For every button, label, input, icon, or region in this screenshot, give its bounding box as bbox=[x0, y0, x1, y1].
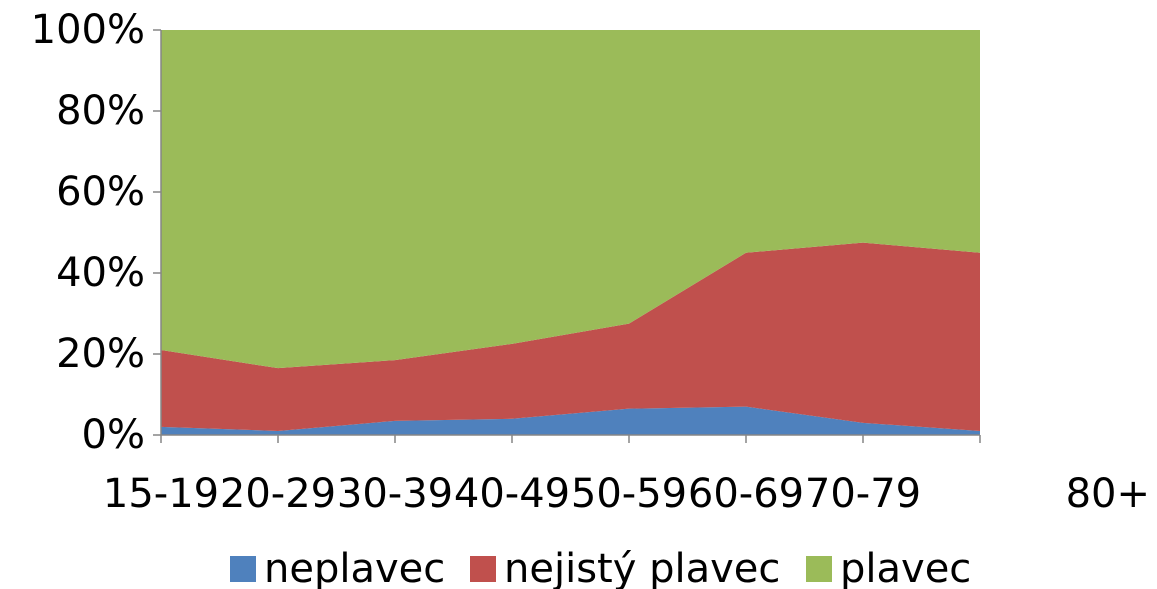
x-tick-label: 20-29 bbox=[220, 471, 336, 517]
x-tick-label: 70-79 bbox=[805, 471, 921, 517]
legend-swatch bbox=[470, 556, 496, 582]
legend-item: neplavec bbox=[230, 546, 445, 589]
axis-lines bbox=[153, 29, 981, 443]
y-tick-label: 40% bbox=[56, 250, 145, 296]
legend-label: nejistý plavec bbox=[504, 546, 780, 589]
legend-label: plavec bbox=[840, 546, 971, 589]
series-areas bbox=[161, 30, 980, 435]
area-series-0 bbox=[161, 406, 980, 435]
y-tick-label: 0% bbox=[82, 412, 145, 458]
area-series-2 bbox=[161, 30, 980, 369]
x-tick-label: 40-49 bbox=[454, 471, 570, 517]
x-tick-label: 80+ bbox=[1066, 471, 1150, 517]
x-tick-label: 15-19 bbox=[103, 471, 219, 517]
y-tick-label: 20% bbox=[56, 331, 145, 377]
legend-label: neplavec bbox=[264, 546, 445, 589]
legend-item: plavec bbox=[806, 546, 971, 589]
x-tick-label: 30-39 bbox=[337, 471, 453, 517]
legend-swatch bbox=[230, 556, 256, 582]
legend-swatch bbox=[806, 556, 832, 582]
area-series-1 bbox=[161, 242, 980, 431]
x-tick-label: 60-69 bbox=[688, 471, 804, 517]
y-tick-label: 60% bbox=[56, 169, 145, 215]
y-tick-label: 100% bbox=[31, 7, 145, 53]
y-axis-tick-labels: 0% 20% 40% 60% 80% 100% bbox=[31, 7, 145, 458]
x-axis-tick-labels: 15-19 20-29 30-39 40-49 50-59 60-69 70-79 80+ bbox=[103, 471, 1150, 517]
x-tick-label: 50-59 bbox=[571, 471, 687, 517]
legend: neplavec nejistý plavec plavec bbox=[230, 546, 971, 589]
legend-item: nejistý plavec bbox=[470, 546, 780, 589]
y-tick-label: 80% bbox=[56, 88, 145, 134]
